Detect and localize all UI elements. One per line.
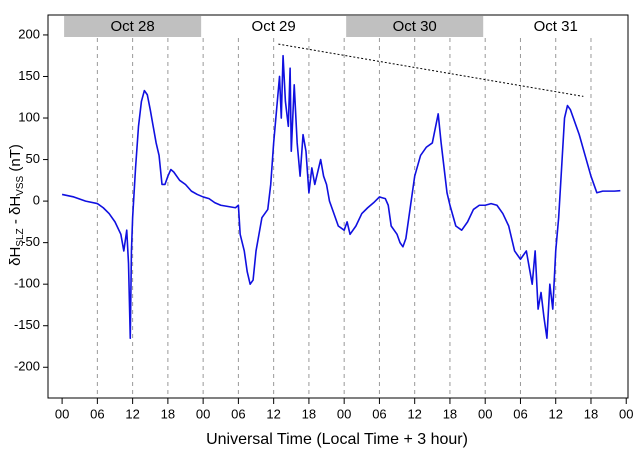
x-tick-label: 00 [619,406,633,421]
y-label-part: δH [7,247,24,266]
x-tick-label: 12 [548,406,562,421]
y-axis-label: δHSLZ - δHVSS (nT) [7,144,26,266]
x-tick-label: 00 [55,406,69,421]
day-label: Oct 28 [111,18,155,35]
x-tick-label: 00 [337,406,351,421]
y-tick-label: 100 [18,109,40,124]
y-label-part: SLZ [15,228,26,246]
y-tick-label: -100 [14,276,40,291]
data-line [61,54,621,339]
x-tick-label: 18 [302,406,316,421]
y-tick-label: -200 [14,359,40,374]
day-label: Oct 30 [393,18,437,35]
x-tick-label: 18 [584,406,598,421]
x-tick-label: 12 [266,406,280,421]
y-tick-label: -50 [21,234,40,249]
x-tick-label: 12 [407,406,421,421]
y-tick-label: 0 [33,193,40,208]
y-tick-label: 50 [26,151,40,166]
x-tick-label: 06 [90,406,104,421]
y-tick-label: -150 [14,317,40,332]
x-axis-label: Universal Time (Local Time + 3 hour) [206,431,468,448]
x-tick-label: 18 [443,406,457,421]
x-tick-label: 18 [161,406,175,421]
x-tick-label: 06 [231,406,245,421]
x-tick-label: 06 [513,406,527,421]
day-bar [64,16,202,37]
y-tick-label: 200 [18,26,40,41]
day-bar [346,16,484,37]
trend-line [278,43,584,97]
x-tick-label: 12 [125,406,139,421]
y-label-part: VSS [15,175,26,195]
x-tick-label: 06 [372,406,386,421]
y-tick-label: 150 [18,68,40,83]
x-tick-label: 00 [196,406,210,421]
x-tick-label: 00 [478,406,492,421]
day-label: Oct 31 [534,18,578,35]
y-label-part: (nT) [7,144,24,176]
y-label-part: - δH [7,196,24,229]
plot-frame [47,14,629,399]
day-label: Oct 29 [252,18,296,35]
